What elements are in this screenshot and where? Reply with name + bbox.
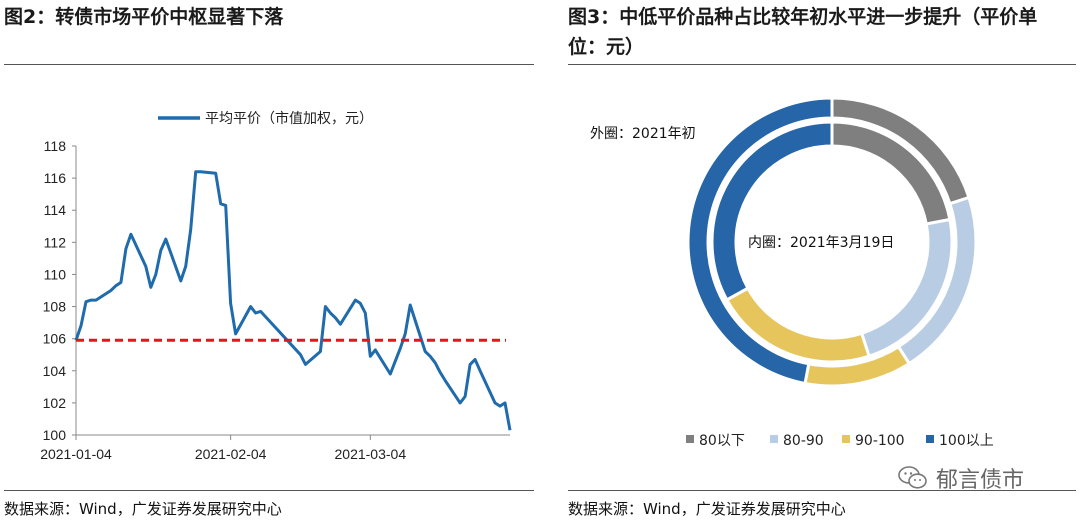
right-source-note: 数据来源：Wind，广发证券发展研究中心 — [568, 500, 846, 518]
right-title-rule — [568, 64, 1076, 65]
legend-label-0: 80以下 — [699, 433, 745, 449]
y-tick-label: 100 — [43, 427, 67, 443]
right-source-rule — [568, 490, 1076, 491]
left-title-rule — [4, 64, 534, 65]
y-tick-label: 112 — [44, 234, 67, 250]
legend-swatch-3 — [926, 435, 934, 443]
left-source-rule — [4, 490, 534, 491]
legend-label-2: 90-100 — [855, 433, 905, 449]
watermark-text: 郁言债市 — [936, 468, 1025, 493]
y-tick-label: 116 — [44, 170, 67, 186]
inner-ring-slice-3 — [710, 120, 834, 302]
legend-label-1: 80-90 — [783, 433, 824, 449]
y-tick-label: 104 — [43, 363, 67, 379]
x-tick-label: 2021-03-04 — [335, 446, 407, 462]
legend-swatch-1 — [770, 435, 778, 443]
legend-swatch-0 — [686, 435, 694, 443]
right-chart-title: 图3：中低平价品种占比较年初水平进一步提升（平价单位：元） — [568, 6, 1038, 58]
outer-ring-label: 外圈：2021年初 — [590, 125, 696, 142]
x-tick-label: 2021-01-04 — [40, 446, 112, 462]
left-source-note: 数据来源：Wind，广发证券发展研究中心 — [4, 500, 282, 518]
legend-swatch-2 — [842, 435, 850, 443]
y-tick-label: 106 — [43, 331, 67, 347]
outer-ring-slice-3 — [686, 96, 834, 386]
y-tick-label: 118 — [44, 138, 67, 154]
y-tick-label: 102 — [43, 395, 67, 411]
watermark: 郁言债市 — [898, 462, 1024, 494]
y-tick-label: 108 — [43, 299, 67, 315]
x-tick-label: 2021-02-04 — [195, 446, 267, 462]
left-chart-title: 图2：转债市场平价中枢显著下落 — [4, 6, 284, 28]
series-line-average-parity — [74, 170, 512, 431]
wechat-icon — [898, 466, 927, 489]
legend-label: 平均平价（市值加权，元） — [205, 110, 373, 127]
y-tick-label: 114 — [44, 202, 67, 218]
legend-label-3: 100以上 — [939, 433, 994, 449]
line-chart: 100 102 104 106 108 110 112 114 116 118 2021-01-04… — [40, 110, 512, 462]
inner-ring-label: 内圈：2021年3月19日 — [748, 235, 894, 251]
y-tick-label: 110 — [44, 266, 67, 282]
